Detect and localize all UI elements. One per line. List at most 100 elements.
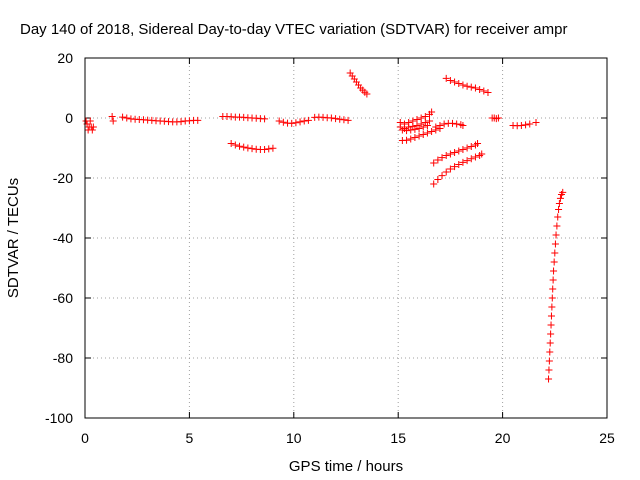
data-point	[526, 120, 534, 128]
data-point	[547, 330, 555, 338]
data-point	[413, 116, 421, 123]
series-arc-11	[398, 122, 431, 135]
data-point	[332, 115, 340, 123]
data-point	[194, 116, 202, 124]
data-point	[411, 125, 419, 133]
data-point	[430, 180, 438, 188]
x-tick-label: 25	[599, 430, 615, 446]
data-point	[261, 146, 269, 153]
data-point	[248, 145, 256, 153]
series-arc-8	[346, 69, 371, 98]
data-point	[549, 285, 557, 293]
data-point	[459, 146, 467, 153]
data-point	[471, 153, 479, 161]
data-point	[455, 80, 463, 87]
y-tick-label: -20	[53, 170, 73, 186]
data-point	[463, 144, 471, 152]
data-point	[446, 165, 454, 173]
data-point	[300, 117, 308, 125]
data-point	[553, 222, 561, 230]
data-point	[559, 188, 567, 196]
data-point	[261, 115, 269, 123]
data-point	[442, 152, 450, 159]
data-point	[89, 123, 97, 131]
series-arc-5	[227, 140, 277, 153]
data-point	[363, 90, 371, 98]
y-tick-label: -60	[53, 290, 73, 306]
data-point	[455, 147, 463, 155]
data-point	[279, 118, 287, 126]
data-point	[545, 357, 553, 365]
data-point	[428, 108, 436, 116]
data-point	[231, 141, 239, 149]
y-tick-label: 20	[57, 50, 73, 66]
data-point	[403, 127, 411, 135]
series-arc-14	[430, 140, 482, 167]
data-point	[240, 143, 248, 151]
series-arc-12	[398, 125, 444, 144]
y-axis-title: SDTVAR / TECUs	[5, 178, 22, 298]
data-point	[548, 294, 556, 302]
axis-ticks: 0 5 10 15 20 25 -100 -80 -60 -40 -20 0 20	[45, 50, 615, 446]
data-point	[411, 134, 419, 141]
data-point	[442, 74, 450, 82]
data-point	[459, 81, 467, 89]
x-tick-label: 15	[390, 430, 406, 446]
data-point	[336, 115, 344, 123]
data-point	[459, 122, 467, 129]
series-arc-3	[119, 113, 202, 126]
data-point	[467, 143, 475, 150]
plot-frame	[84, 57, 608, 419]
data-point	[426, 117, 434, 125]
series-arc-17	[488, 114, 502, 123]
data-point	[419, 123, 427, 131]
data-point	[451, 163, 459, 171]
data-point	[428, 128, 436, 135]
series-arc-9	[396, 108, 436, 128]
series-arc-18	[509, 119, 540, 130]
data-point	[448, 119, 456, 127]
data-point	[522, 121, 530, 129]
data-point	[545, 375, 553, 383]
data-point	[480, 87, 488, 95]
data-point	[548, 303, 556, 311]
data-point	[398, 126, 406, 134]
data-point	[551, 249, 559, 257]
data-point	[556, 194, 564, 202]
data-point	[446, 77, 454, 84]
x-tick-label: 20	[495, 430, 511, 446]
x-tick-label: 0	[81, 430, 89, 446]
chart-title: Day 140 of 2018, Sidereal Day-to-day VTE…	[20, 21, 567, 38]
data-point	[517, 122, 525, 129]
data-point	[415, 125, 423, 132]
series-arc-6	[275, 116, 312, 127]
series-arc-4	[219, 113, 269, 123]
data-point	[459, 158, 467, 166]
data-point	[467, 155, 475, 163]
data-point	[546, 348, 554, 356]
data-point	[423, 122, 431, 129]
y-tick-label: 0	[65, 110, 73, 126]
data-point	[438, 154, 446, 162]
data-point	[554, 213, 562, 221]
data-point	[227, 140, 235, 147]
data-point	[407, 126, 415, 134]
data-point	[476, 86, 484, 93]
data-point	[119, 113, 127, 121]
data-point	[407, 135, 415, 143]
data-point	[547, 321, 555, 329]
data-point	[419, 131, 427, 138]
series-arc-7	[311, 113, 352, 124]
data-point	[455, 161, 463, 168]
series-arc-1	[82, 117, 97, 134]
data-point	[109, 117, 117, 125]
data-point	[288, 119, 296, 127]
data-point	[432, 123, 440, 131]
data-point	[532, 119, 540, 126]
data-point	[275, 117, 283, 125]
data-point	[478, 150, 486, 158]
series-arc-15	[430, 150, 486, 188]
y-tick-label: -80	[53, 350, 73, 366]
data-point	[108, 113, 116, 120]
